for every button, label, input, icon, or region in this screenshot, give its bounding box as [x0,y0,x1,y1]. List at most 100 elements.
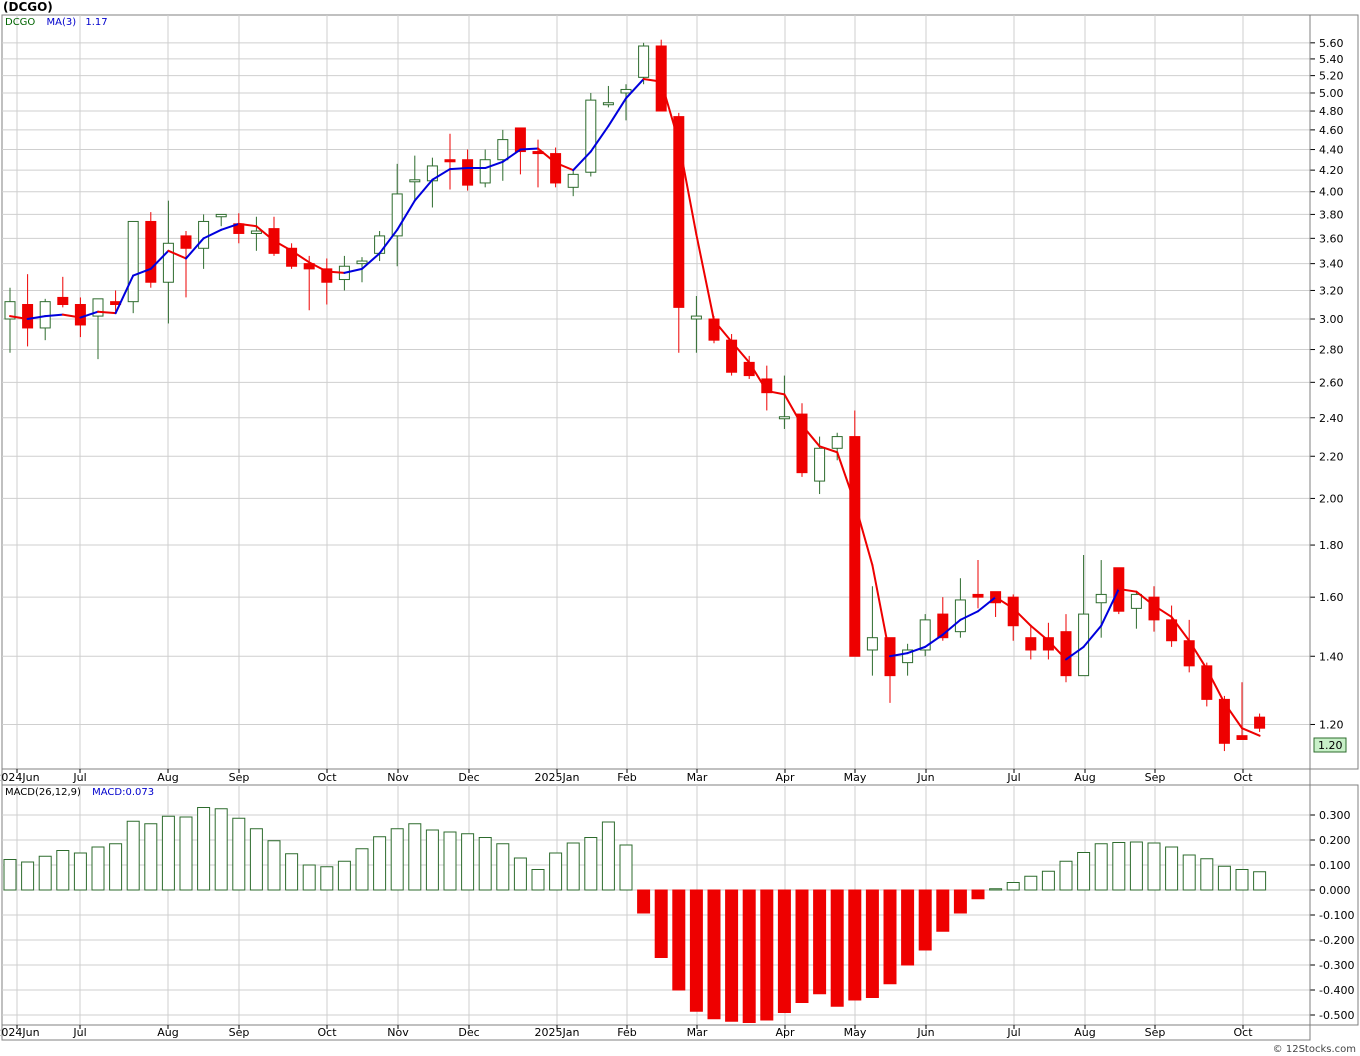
candle-body [57,296,69,306]
macd-x-tick-label: Aug [1074,1026,1095,1039]
ma3-segment [871,564,891,658]
macd-legend: MACD(26,12,9) MACD:0.073 [5,787,154,798]
candle-body [391,193,403,237]
macd-bar [73,852,87,891]
macd-bar [637,889,651,914]
macd-x-tick-label: Sep [229,1026,250,1039]
ma3-segment [730,340,751,364]
ma3-segment [625,78,645,100]
macd-axis-frame [1309,784,1359,1026]
candle [919,614,931,657]
macd-bar [355,848,369,891]
candle [972,560,984,609]
macd-y-tick-label: 0.100 [1319,859,1351,872]
macd-bar [601,821,615,891]
macd-bar [795,889,809,1003]
price-y-axis: 5.60 5.40 5.20 5.00 4.80 4.60 4.40 4.20 4.00 3.80… [1310,37,1344,731]
price-y-tick-label: 2.20 [1319,450,1344,463]
candle-body [831,436,843,449]
ma3-segment [26,315,47,321]
legend-ticker: DCGO [5,17,35,28]
price-y-tick-label: 5.00 [1319,87,1344,100]
candle-body [585,99,597,173]
macd-bar [478,837,492,891]
ma3-segment [1065,645,1085,661]
macd-bar [584,837,598,891]
candle-body [1166,619,1178,642]
macd-bar [267,840,281,891]
macd-bar [496,843,510,891]
candle [303,255,315,311]
macd-bar [971,889,985,900]
macd-bar [1059,860,1073,891]
macd-bar [1165,846,1179,891]
candle [514,127,526,175]
candle [673,112,685,353]
candle-body [215,213,227,218]
macd-x-axis [1,1024,1311,1041]
macd-bar [1129,841,1143,891]
ma3-segment [818,445,839,454]
ma3-segment [484,160,504,170]
ma3-segment [1153,604,1173,618]
candle [444,133,456,190]
ma3-segment [61,313,82,319]
macd-bar [513,857,527,891]
candle-body [303,263,315,270]
ma3-segment [941,618,962,636]
ma3-segment [1047,639,1067,661]
price-x-tick-label: Feb [617,771,636,784]
ma3-segment [660,80,680,143]
last-price-label: 1.20 [1318,739,1343,752]
candle-body [814,447,826,482]
candle [22,274,34,347]
candle-body [1218,698,1230,744]
price-x-tick-label: Oct [1233,771,1253,784]
macd-x-tick-label: Jul [1006,1026,1020,1039]
candle [4,287,16,353]
macd-bar [461,833,475,891]
candle [585,92,597,177]
candle-body [567,173,579,188]
page-title: (DCGO) [3,0,53,14]
macd-bar [425,829,439,891]
price-x-tick-label: Apr [775,771,795,784]
candle [57,276,69,308]
macd-bar [1024,875,1038,891]
ma3-segment [783,393,803,427]
macd-bar [214,808,228,891]
candle [1007,594,1019,641]
macd-x-tick-label: Aug [157,1026,178,1039]
price-y-tick-label: 4.20 [1319,164,1344,177]
candle [866,586,878,676]
ma3-segment [449,167,469,171]
macd-bar [1112,842,1126,891]
ma3-segment [255,225,275,242]
price-y-tick-label: 2.00 [1319,492,1344,505]
candle [954,578,966,638]
macd-bar [1182,854,1196,891]
candle [831,432,843,461]
candle [215,213,227,227]
candle-body [673,116,685,308]
macd-bar [1094,843,1108,891]
macd-bar [901,889,915,966]
price-x-tick-label: Aug [157,771,178,784]
macd-bar [1006,882,1020,891]
candle [1236,682,1248,740]
ma3-segment [167,249,187,260]
candle-body [1254,716,1266,729]
macd-bar [320,866,334,891]
candle [849,410,861,657]
candle-body [321,268,333,283]
candle [1218,695,1230,752]
ma3-segment [325,270,346,274]
candle [462,149,474,191]
price-x-tick-label: Jul [1006,771,1020,784]
candle-body [550,153,562,184]
ma3-segment [748,361,768,392]
price-legend: DCGO MA(3) 1.17 [5,17,108,28]
candle [620,84,632,121]
macd-x-tick-label: Nov [387,1026,409,1039]
